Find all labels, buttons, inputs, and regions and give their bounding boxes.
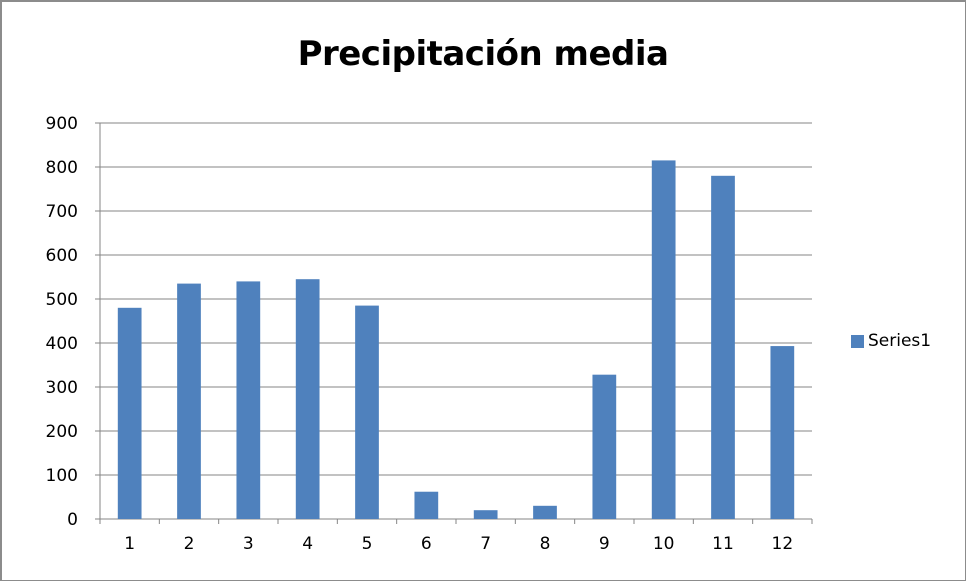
- bar-6: [414, 491, 439, 519]
- y-tick-label: 100: [46, 466, 78, 486]
- x-tick-label: 12: [772, 534, 794, 554]
- bar-4: [295, 279, 320, 519]
- x-tick-label: 4: [302, 534, 313, 554]
- bar-10: [651, 160, 676, 519]
- bar-7: [473, 510, 498, 519]
- bar-12: [770, 346, 795, 519]
- y-tick-label: 600: [46, 246, 78, 266]
- x-tick-label: 1: [124, 534, 135, 554]
- y-tick-label: 500: [46, 290, 78, 310]
- y-tick-label: 400: [46, 334, 78, 354]
- bar-1: [117, 307, 142, 519]
- y-tick-label: 900: [46, 114, 78, 134]
- bar-11: [711, 175, 735, 520]
- y-tick-label: 0: [67, 510, 78, 530]
- x-tick-label: 7: [480, 534, 491, 554]
- legend-swatch-series1: [851, 334, 864, 348]
- x-tick-label: 6: [421, 534, 432, 554]
- bar-3: [236, 281, 261, 519]
- y-tick-label: 300: [46, 378, 78, 398]
- bar-9: [592, 374, 617, 519]
- chart-title: Precipitación media: [297, 34, 669, 74]
- x-tick-label: 3: [243, 534, 254, 554]
- bar-2: [177, 283, 201, 519]
- y-tick-label: 700: [46, 202, 78, 222]
- x-tick-label: 8: [540, 534, 551, 554]
- legend: Series1: [851, 331, 931, 351]
- x-tick-label: 2: [184, 534, 195, 554]
- x-tick-label: 10: [653, 534, 675, 554]
- x-tick-label: 5: [362, 534, 373, 554]
- legend-label-series1: Series1: [868, 331, 932, 351]
- bar-8: [533, 505, 557, 519]
- x-tick-label: 9: [599, 534, 610, 554]
- y-tick-label: 200: [46, 422, 78, 442]
- x-tick-label: 11: [712, 534, 734, 554]
- bar-5: [355, 305, 379, 519]
- y-tick-label: 800: [46, 158, 78, 178]
